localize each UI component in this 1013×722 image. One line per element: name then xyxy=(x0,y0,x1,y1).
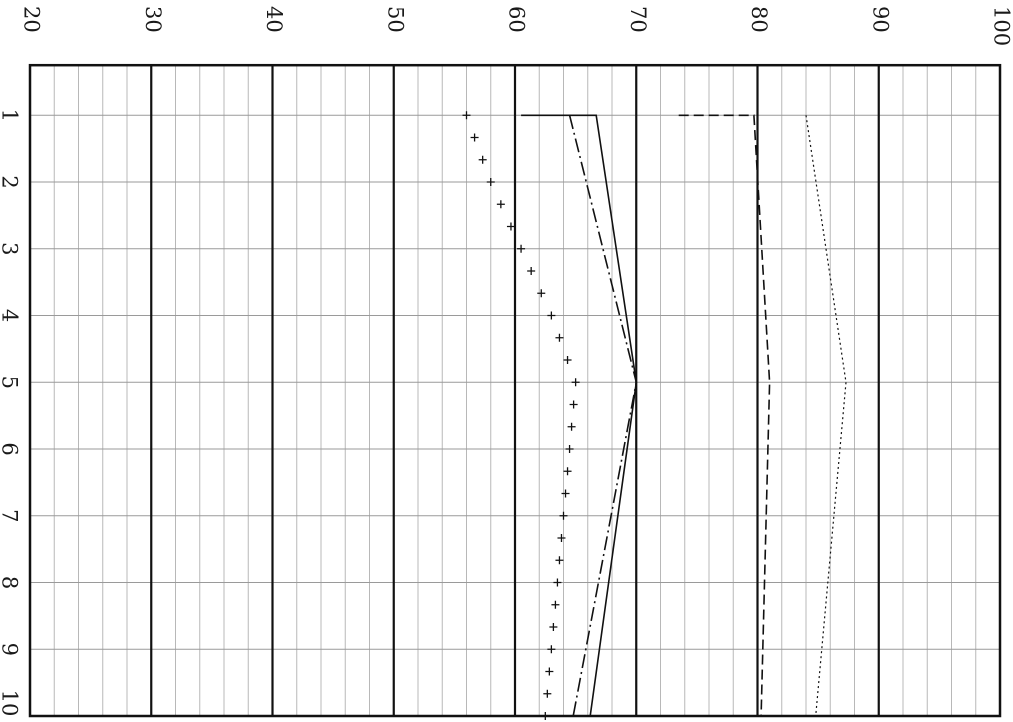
value-tick-label: 100 xyxy=(990,6,1013,46)
series-crosses xyxy=(462,111,580,720)
index-axis-tick-labels: 1 2 3 4 5 6 7 8 9 10 xyxy=(0,109,22,717)
index-tick-label: 2 xyxy=(0,175,22,188)
minor-gridlines xyxy=(30,65,1000,716)
index-tick-label: 6 xyxy=(0,442,22,455)
major-gridlines xyxy=(150,65,880,716)
cross-marker xyxy=(541,712,550,720)
cross-marker xyxy=(571,378,580,387)
value-axis-tick-labels: 20 30 40 50 60 70 80 90 100 xyxy=(20,6,1013,46)
value-tick-label: 60 xyxy=(505,6,529,33)
cross-marker xyxy=(506,222,515,231)
index-tick-label: 3 xyxy=(0,242,22,255)
series-line-dotted xyxy=(805,115,847,717)
index-tick-label: 8 xyxy=(0,576,22,589)
cross-marker xyxy=(563,356,572,364)
cross-marker xyxy=(545,667,554,676)
index-tick-label: 4 xyxy=(0,309,22,322)
cross-marker xyxy=(527,267,536,275)
cross-marker xyxy=(557,534,566,542)
cross-marker xyxy=(470,133,479,142)
cross-marker xyxy=(559,511,568,520)
value-tick-label: 70 xyxy=(626,6,650,33)
cross-marker xyxy=(496,200,505,209)
cross-marker xyxy=(478,155,487,164)
cross-marker xyxy=(547,645,556,654)
cross-marker xyxy=(462,111,471,120)
plot-frame xyxy=(28,63,1002,718)
index-tick-label: 7 xyxy=(0,509,22,522)
cross-marker xyxy=(569,400,578,409)
cross-marker xyxy=(547,311,556,320)
series-line-dash-dot xyxy=(568,115,638,717)
value-tick-label: 50 xyxy=(383,6,407,33)
cross-marker xyxy=(561,489,570,498)
series-line-dashed xyxy=(678,114,771,717)
index-tick-label: 9 xyxy=(0,643,22,656)
cross-marker xyxy=(567,422,576,431)
cross-marker xyxy=(563,467,572,476)
cross-marker xyxy=(553,578,562,587)
cross-marker xyxy=(549,623,558,631)
cross-marker xyxy=(565,445,574,453)
cross-marker xyxy=(537,289,546,298)
index-tick-label: 1 xyxy=(0,109,22,122)
value-tick-label: 20 xyxy=(20,6,44,33)
index-tick-label: 5 xyxy=(0,376,22,389)
value-tick-label: 30 xyxy=(141,6,165,33)
value-tick-label: 80 xyxy=(747,6,771,33)
cross-marker xyxy=(543,689,552,698)
index-tick-label: 10 xyxy=(0,690,22,717)
series-line-solid xyxy=(521,114,638,717)
value-tick-label: 40 xyxy=(262,6,286,33)
cross-marker xyxy=(555,556,564,565)
cross-marker xyxy=(486,178,495,186)
cross-marker xyxy=(551,600,560,609)
cross-marker xyxy=(517,244,526,253)
cross-marker xyxy=(555,333,564,342)
series-layer xyxy=(462,111,847,720)
value-tick-label: 90 xyxy=(868,6,892,33)
